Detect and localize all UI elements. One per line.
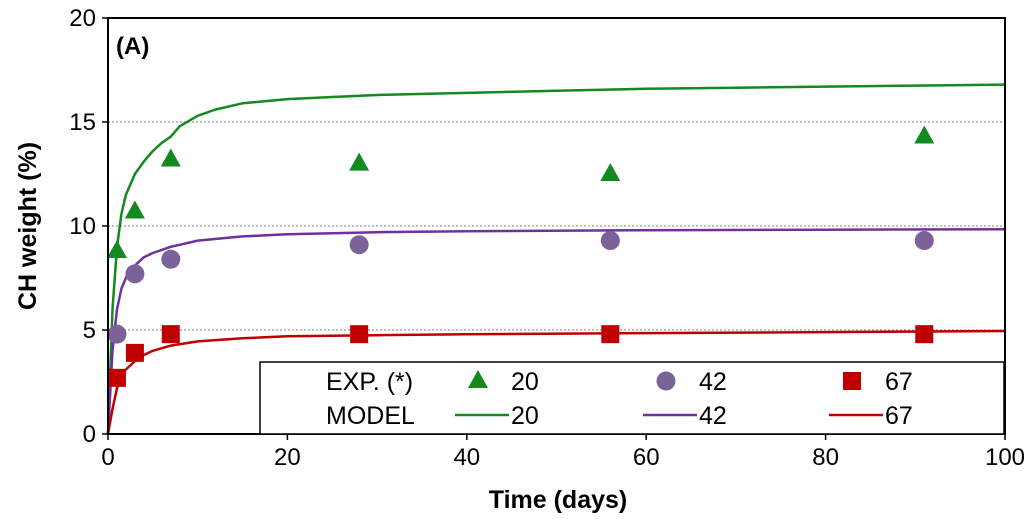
legend: EXP. (*) MODEL 20 20 42 42 67 67 [259,361,1005,435]
x-axis-title: Time (days) [489,486,627,514]
gridlines [108,121,1005,331]
legend-model-entry-20: 20 [511,402,539,430]
data-point-circle-42 [125,264,145,284]
data-point-triangle-20 [124,200,145,219]
data-point-triangle-20 [349,152,370,171]
y-axis-title: CH weight (%) [14,142,42,310]
data-point-square-67 [107,368,126,387]
y-tick-label: 15 [69,109,96,136]
y-tick-label: 10 [69,213,96,240]
legend-model-label: MODEL [326,402,415,430]
x-tick-label: 20 [274,444,301,471]
legend-exp-label: EXP. (*) [326,368,413,396]
legend-exp-entry-42: 42 [699,368,727,396]
data-point-circle-42 [914,231,934,251]
legend-exp-entry-20: 20 [511,368,539,396]
data-point-circle-42 [107,324,127,344]
model-line-42 [106,228,1006,435]
x-tick-label: 40 [453,444,480,471]
legend-model-entry-42: 42 [699,402,727,430]
data-point-square-67 [350,325,369,344]
x-tick-label: 60 [633,444,660,471]
legend-box [259,361,1005,435]
legend-model-entry-67: 67 [885,402,913,430]
legend-exp-entry-67: 67 [885,368,913,396]
data-point-circle-42 [349,235,369,255]
y-tick-label: 20 [69,5,96,32]
x-tick-label: 100 [985,444,1025,471]
data-point-square-67 [125,343,144,362]
data-point-triangle-20 [600,163,621,181]
axis-ticks: 0 20 40 60 80 100 0 5 10 15 20 [69,5,1025,471]
legend-marker-triangle-20 [468,370,488,388]
data-point-circle-42 [161,249,181,269]
y-tick-label: 5 [83,317,96,344]
data-point-square-67 [915,325,934,344]
x-tick-label: 80 [812,444,839,471]
legend-marker-square-67 [843,372,861,390]
data-point-triangle-20 [914,125,935,144]
experimental-markers [106,125,935,387]
y-tick-label: 0 [83,421,96,448]
data-point-triangle-20 [160,148,181,167]
model-line-20 [106,83,1006,435]
data-point-square-67 [161,325,180,344]
data-point-triangle-20 [106,239,127,258]
data-point-circle-42 [600,231,620,251]
legend-marker-circle-42 [656,371,676,391]
data-point-square-67 [601,325,620,344]
panel-label: (A) [116,33,149,60]
x-tick-label: 0 [101,444,114,471]
